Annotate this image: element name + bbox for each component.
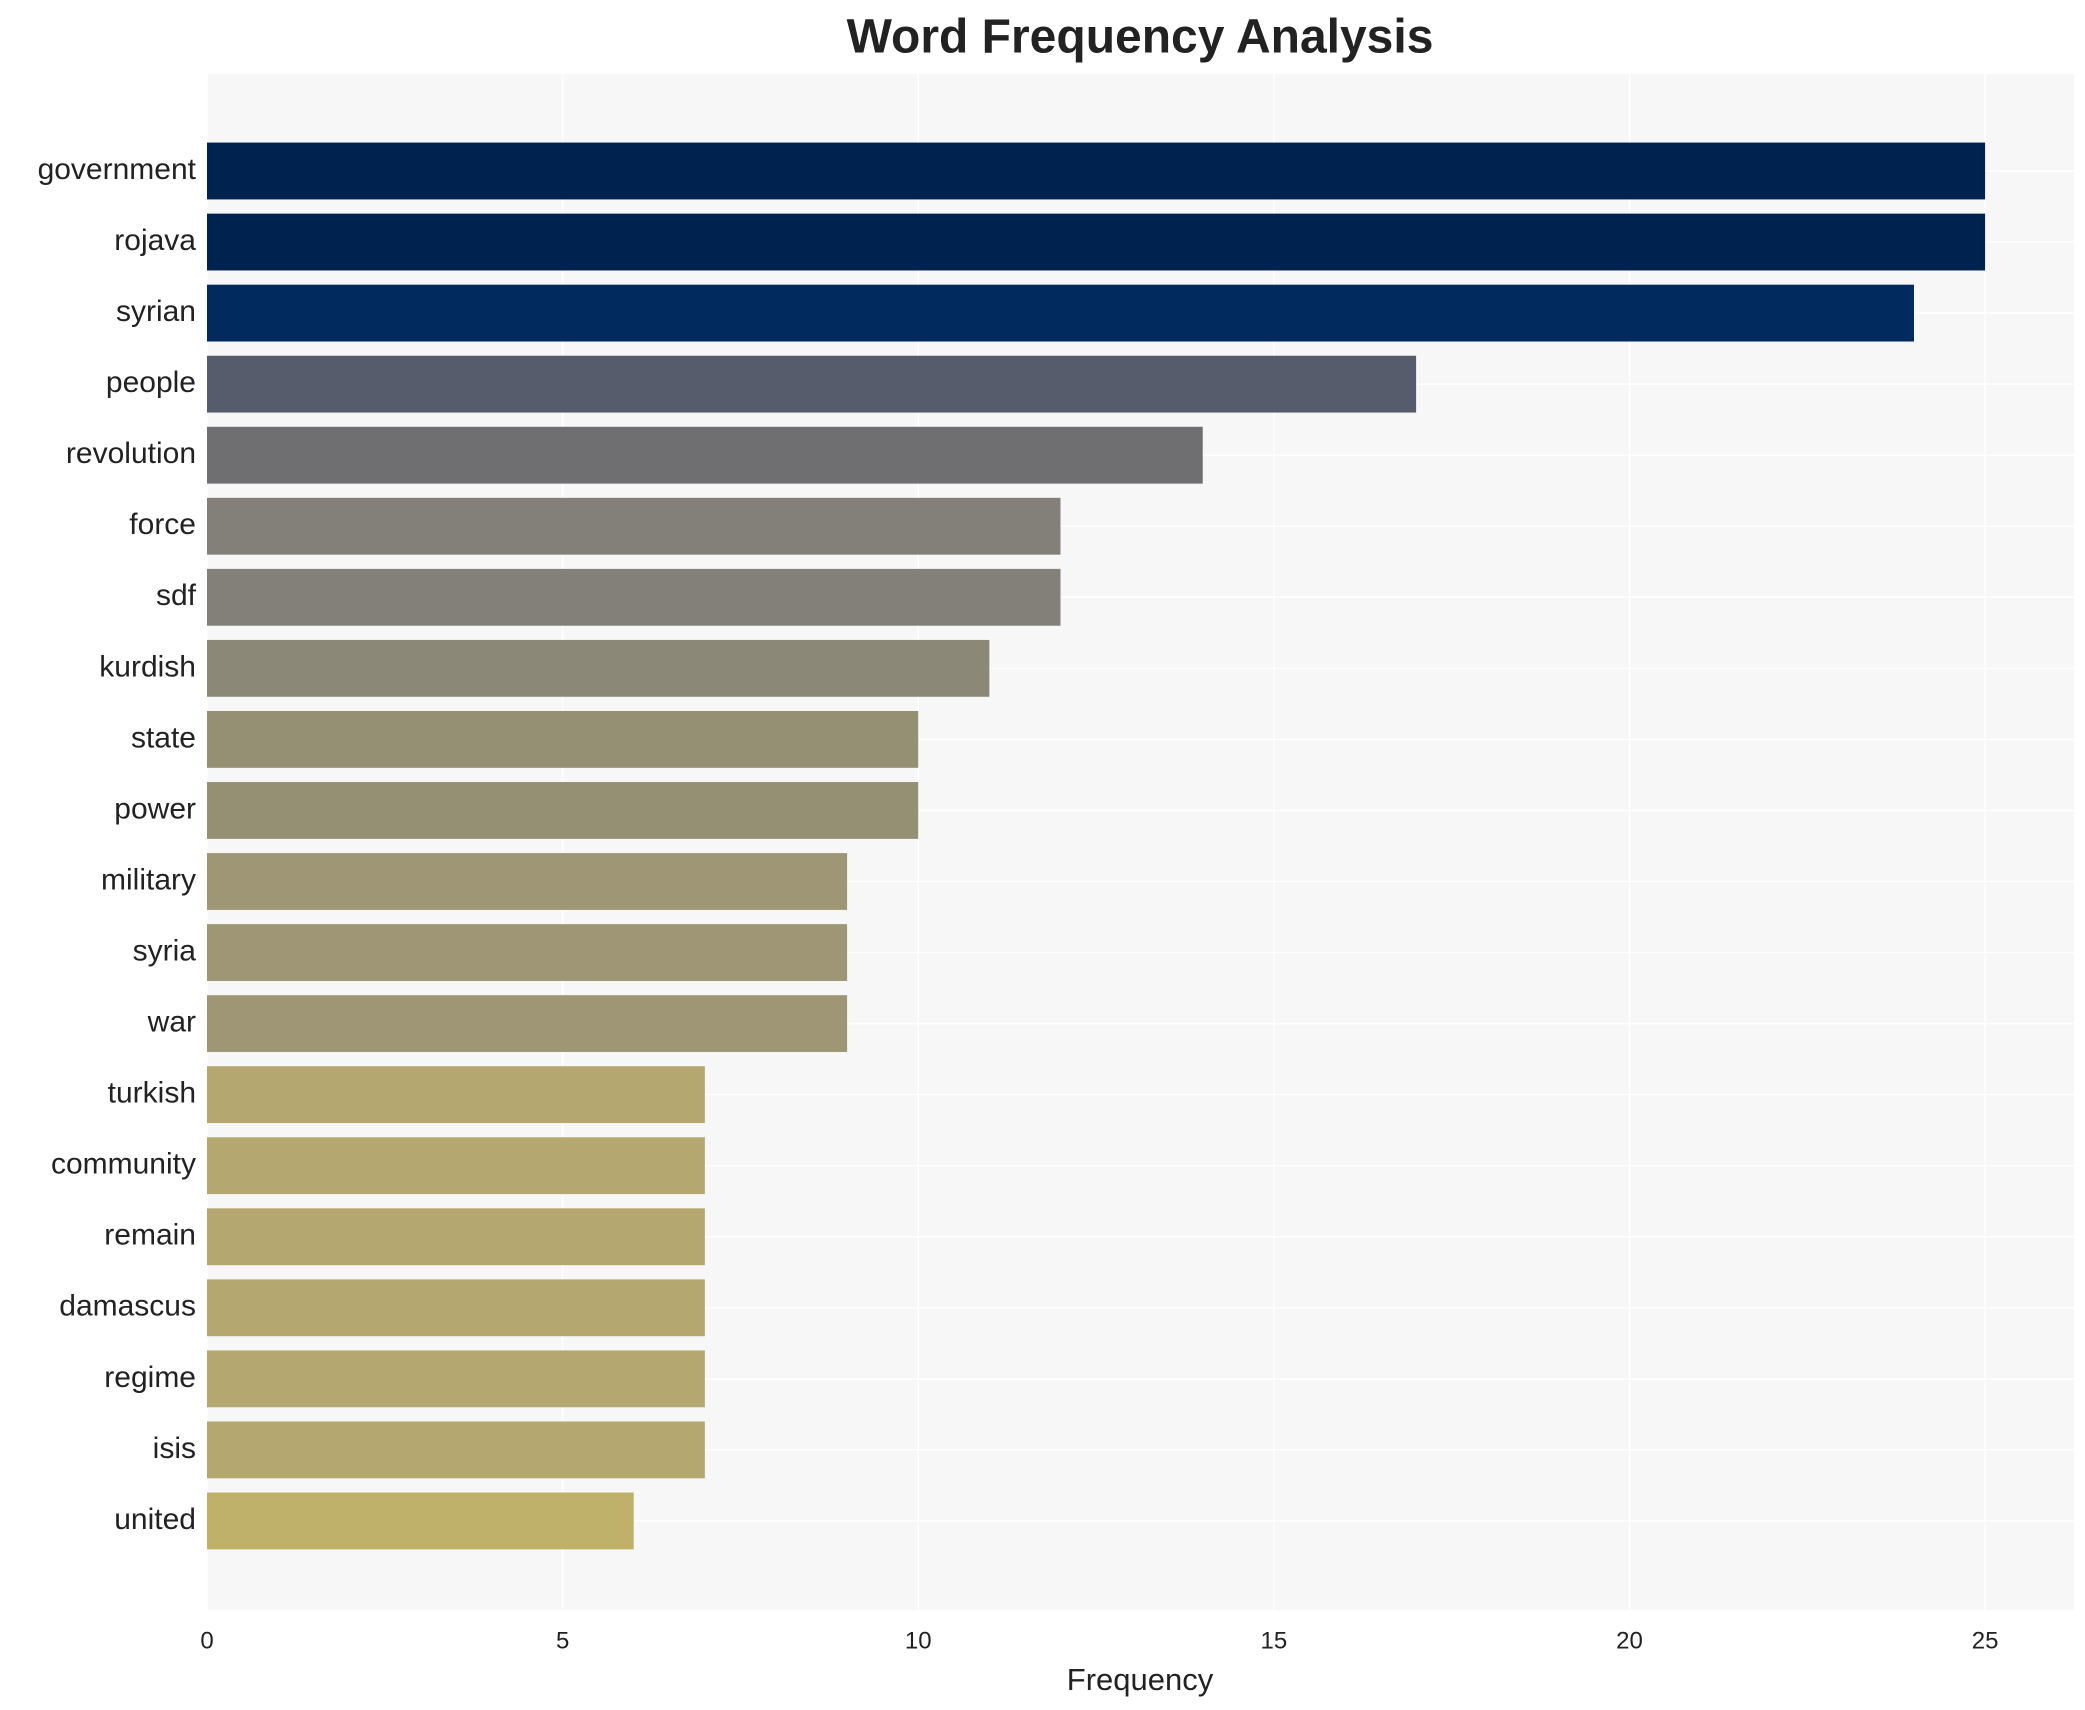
- bar: [207, 1066, 705, 1124]
- bar: [207, 1279, 705, 1337]
- y-tick-label: syria: [133, 934, 197, 967]
- bar: [207, 568, 1061, 626]
- bar: [207, 497, 1061, 555]
- y-tick-label: damascus: [59, 1290, 196, 1323]
- bar: [207, 1421, 705, 1479]
- y-tick-label: rojava: [114, 224, 196, 257]
- bar: [207, 924, 848, 981]
- bar: [207, 426, 1203, 484]
- bar: [207, 1350, 705, 1408]
- y-tick-label: revolution: [66, 437, 196, 470]
- y-tick-label: military: [101, 863, 196, 896]
- bar: [207, 1492, 634, 1550]
- y-tick-label: power: [114, 792, 196, 825]
- bar: [207, 995, 848, 1053]
- y-tick-label: war: [147, 1006, 196, 1039]
- bar: [207, 142, 1986, 200]
- x-tick-label: 20: [1616, 1627, 1643, 1654]
- y-tick-label: force: [129, 508, 196, 541]
- x-tick-label: 10: [905, 1627, 932, 1654]
- bar: [207, 710, 919, 768]
- y-tick-label: state: [131, 721, 196, 754]
- bar: [207, 782, 919, 839]
- y-tick-label: syrian: [116, 295, 196, 328]
- y-tick-label: remain: [104, 1219, 196, 1252]
- y-tick-label: sdf: [156, 579, 197, 612]
- bar: [207, 1137, 705, 1195]
- y-tick-label: regime: [104, 1361, 196, 1394]
- x-tick-label: 25: [1972, 1627, 1999, 1654]
- bar: [207, 213, 1986, 271]
- bar: [207, 284, 1914, 342]
- x-tick-label: 15: [1261, 1627, 1288, 1654]
- x-tick-label: 0: [200, 1627, 213, 1654]
- y-tick-label: turkish: [108, 1077, 196, 1110]
- y-tick-label: kurdish: [99, 650, 196, 683]
- y-tick-label: united: [114, 1503, 196, 1536]
- y-tick-label: community: [51, 1148, 196, 1181]
- bar: [207, 355, 1417, 413]
- y-tick-label: people: [106, 366, 196, 399]
- bar: [207, 1208, 705, 1266]
- bar: [207, 639, 990, 697]
- y-tick-label: government: [38, 153, 197, 186]
- chart-title: Word Frequency Analysis: [847, 11, 1434, 64]
- x-axis-label: Frequency: [1067, 1662, 1214, 1697]
- bar: [207, 853, 848, 910]
- y-tick-label: isis: [153, 1432, 196, 1465]
- x-tick-label: 5: [556, 1627, 569, 1654]
